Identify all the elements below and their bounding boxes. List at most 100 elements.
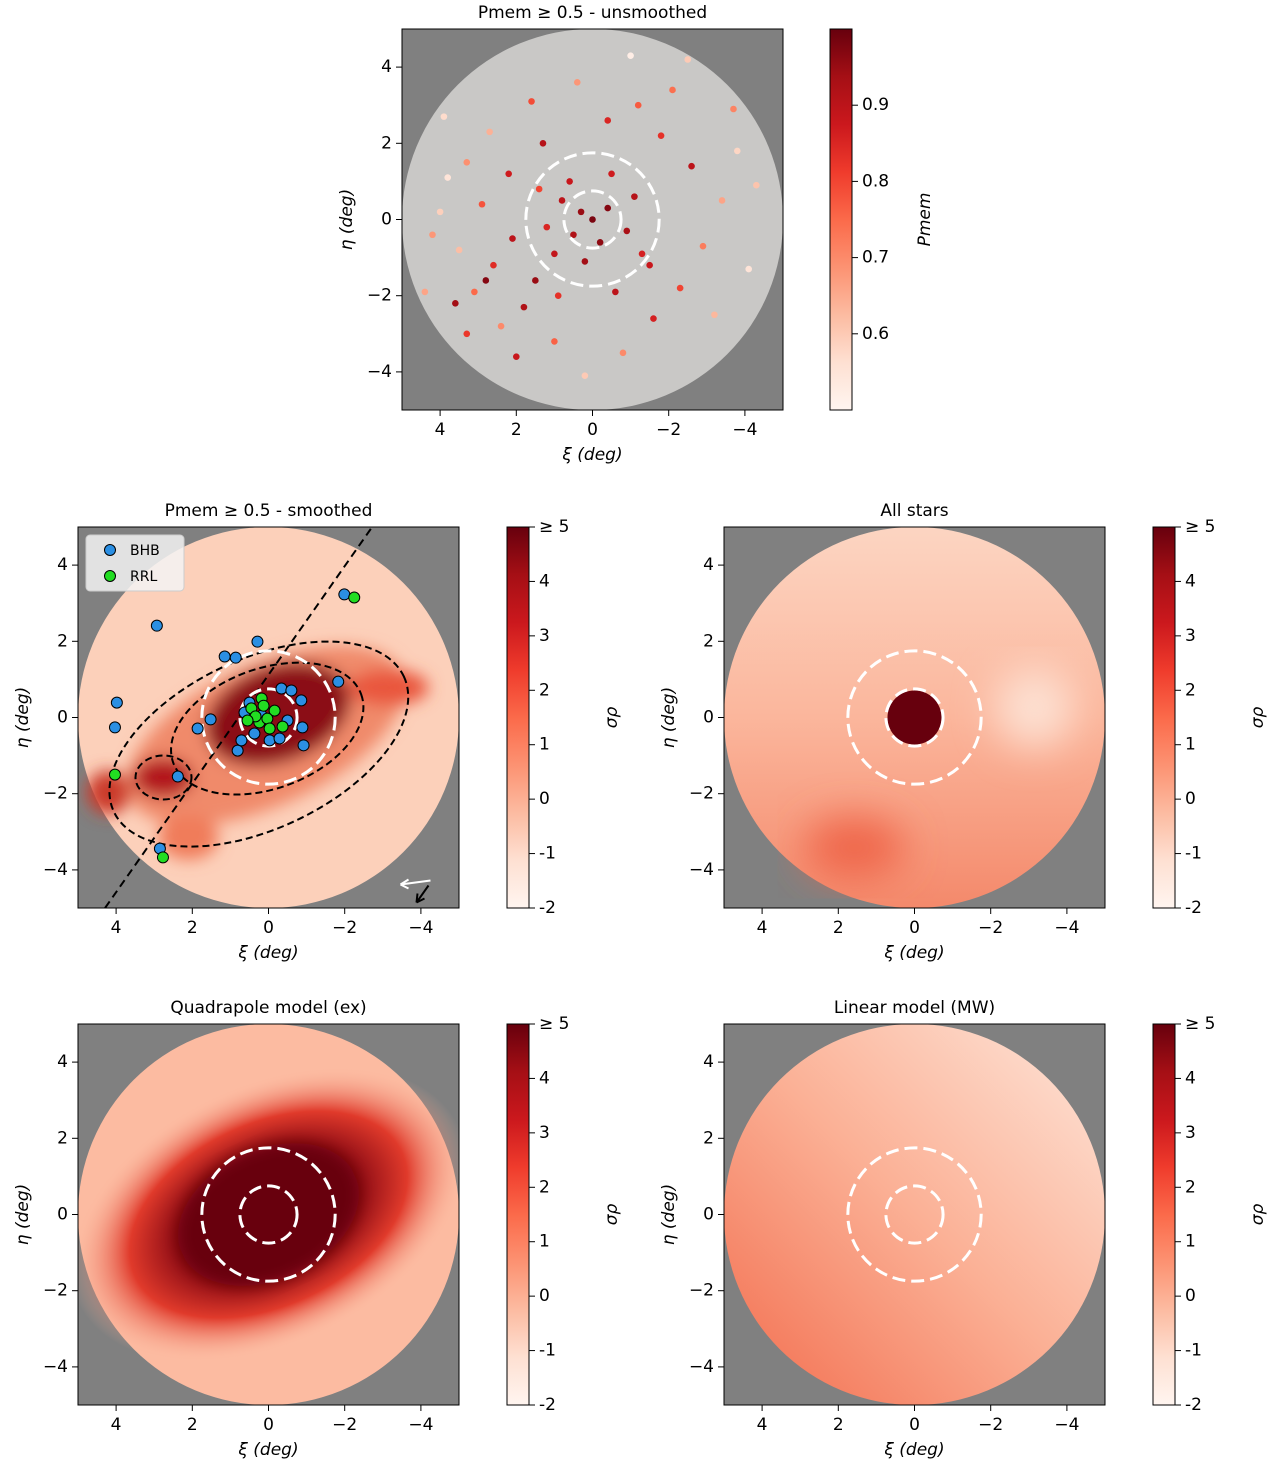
point	[490, 262, 497, 269]
y-tick-label: 2	[703, 1128, 714, 1148]
colorbar-tick-label: 2	[1185, 680, 1196, 700]
point	[349, 592, 360, 603]
point	[650, 315, 657, 322]
x-tick-label: −2	[332, 1415, 357, 1435]
point	[252, 636, 263, 647]
x-tick-label: 0	[587, 420, 598, 440]
x-tick-label: 4	[435, 420, 446, 440]
point	[264, 735, 275, 746]
colorbar-tick-label: 0	[539, 1286, 550, 1306]
x-axis-label: ξ (deg)	[561, 445, 622, 465]
y-tick-label: 0	[381, 210, 392, 230]
point	[333, 676, 344, 687]
point	[582, 258, 589, 265]
point	[230, 652, 241, 663]
point	[429, 231, 436, 238]
point	[157, 852, 168, 863]
point	[528, 98, 535, 105]
x-tick-label: 2	[833, 918, 844, 938]
colorbar-tick-label: -1	[539, 844, 556, 864]
y-tick-label: −4	[43, 1357, 68, 1377]
colorbar-tick-label: -1	[1185, 1341, 1202, 1361]
point	[669, 87, 676, 94]
point	[589, 216, 596, 223]
x-tick-label: 2	[511, 420, 522, 440]
y-tick-label: −4	[689, 860, 714, 880]
point	[498, 323, 505, 330]
point	[658, 132, 665, 139]
x-tick-label: 0	[909, 1415, 920, 1435]
colorbar-tick-label: 1	[539, 1232, 550, 1252]
colorbar-tick-label: 3	[539, 626, 550, 646]
point	[452, 300, 459, 307]
point	[479, 201, 486, 208]
colorbar-tick-label: -2	[539, 898, 556, 918]
point	[471, 289, 478, 296]
point	[456, 247, 463, 254]
point	[513, 353, 520, 360]
colorbar-tick-label: 4	[1185, 1068, 1196, 1088]
y-axis-label: η (deg)	[659, 687, 679, 748]
x-tick-label: 4	[757, 918, 768, 938]
blob	[159, 816, 219, 860]
colorbar-tick-label: 0.8	[862, 171, 889, 191]
point	[437, 209, 444, 216]
colorbar-tick-label: -2	[1185, 1395, 1202, 1415]
point	[631, 193, 638, 200]
point	[172, 771, 183, 782]
point	[711, 311, 718, 318]
y-tick-label: 4	[57, 555, 68, 575]
point	[297, 722, 308, 733]
chart-title: All stars	[880, 501, 948, 521]
x-tick-label: 2	[187, 1415, 198, 1435]
point	[734, 148, 741, 155]
x-tick-label: −4	[408, 1415, 433, 1435]
colorbar-tick-label: -1	[1185, 844, 1202, 864]
point	[192, 723, 203, 734]
y-tick-label: −4	[689, 1357, 714, 1377]
point	[730, 106, 737, 113]
point	[262, 713, 273, 724]
point	[684, 56, 691, 63]
y-tick-label: 4	[381, 57, 392, 77]
x-tick-label: −4	[408, 918, 433, 938]
point	[597, 239, 604, 246]
point	[264, 723, 275, 734]
field	[724, 1024, 1105, 1405]
point	[339, 589, 350, 600]
point	[688, 163, 695, 170]
y-tick-label: 2	[703, 631, 714, 651]
point	[277, 721, 288, 732]
core	[888, 691, 942, 745]
colorbar-tick-label: ≥ 5	[1185, 1014, 1215, 1034]
point	[286, 685, 297, 696]
y-tick-label: −2	[689, 784, 714, 804]
point	[719, 197, 726, 204]
point	[604, 205, 611, 212]
colorbar-tick-label: 2	[1185, 1177, 1196, 1197]
colorbar-tick-label: 1	[539, 735, 550, 755]
x-tick-label: 0	[909, 918, 920, 938]
panel: 420−2−4−4−2024Quadrapole model (ex)ξ (de…	[13, 998, 622, 1460]
x-tick-label: 2	[187, 918, 198, 938]
x-tick-label: 2	[833, 1415, 844, 1435]
chart-title: Pmem ≥ 0.5 - smoothed	[165, 501, 373, 521]
y-tick-label: −2	[689, 1281, 714, 1301]
legend-marker	[105, 571, 116, 582]
point	[551, 338, 558, 345]
point	[532, 277, 539, 284]
colorbar-tick-label: ≥ 5	[1185, 517, 1215, 537]
legend-label: BHB	[130, 543, 160, 559]
colorbar-tick-label: 0	[1185, 1286, 1196, 1306]
colorbar	[1153, 1024, 1175, 1405]
point	[505, 170, 512, 177]
y-tick-label: −2	[43, 1281, 68, 1301]
colorbar-label: Pmem	[915, 193, 935, 247]
colorbar-tick-label: 1	[1185, 735, 1196, 755]
colorbar-tick-label: ≥ 5	[539, 1014, 569, 1034]
point	[483, 277, 490, 284]
x-tick-label: −4	[1054, 1415, 1079, 1435]
point	[486, 129, 493, 136]
x-tick-label: −2	[978, 918, 1003, 938]
colorbar-tick-label: 0.7	[862, 248, 889, 268]
